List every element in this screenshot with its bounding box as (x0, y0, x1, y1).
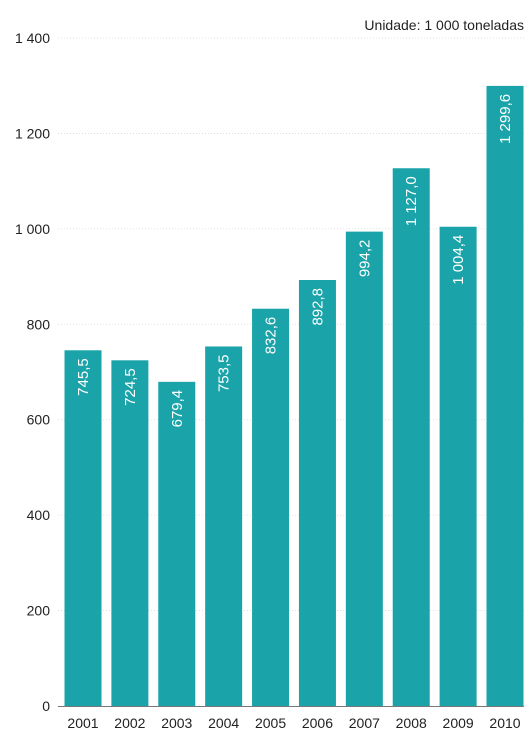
y-tick-label: 0 (42, 698, 50, 714)
x-tick-label: 2003 (161, 715, 192, 731)
bar-2001 (64, 350, 102, 706)
x-tick-label: 2008 (396, 715, 427, 731)
x-tick-label: 2010 (489, 715, 520, 731)
y-tick-label: 400 (27, 507, 51, 523)
bar-value-label-2007: 994,2 (356, 240, 373, 278)
x-tick-label: 2007 (349, 715, 380, 731)
y-axis-ticks: 0 200 400 600 800 1 000 1 200 1 400 (15, 30, 50, 714)
y-tick-label: 1 200 (15, 125, 50, 141)
bar-value-label-2004: 753,5 (216, 354, 233, 392)
x-tick-label: 2005 (255, 715, 286, 731)
y-tick-label: 800 (27, 316, 51, 332)
bar-value-label-2009: 1 004,4 (450, 235, 467, 285)
bar-2003 (158, 381, 196, 706)
x-tick-label: 2006 (302, 715, 333, 731)
bars: 745,5 724,5 679,4 753,5 832,6 892,8 994,2 1 127… (64, 85, 524, 706)
x-tick-label: 2009 (443, 715, 474, 731)
y-tick-label: 1 000 (15, 221, 50, 237)
x-tick-label: 2001 (67, 715, 98, 731)
bar-value-label-2003: 679,4 (169, 390, 186, 428)
bar-2010 (486, 85, 524, 706)
bar-value-label-2005: 832,6 (263, 317, 280, 355)
bar-value-label-2010: 1 299,6 (497, 94, 514, 144)
bar-value-label-2002: 724,5 (122, 368, 139, 406)
x-axis-ticks: 2001 2002 2003 2004 2005 2006 2007 2008 2009 2010 (67, 715, 520, 731)
y-tick-label: 200 (27, 603, 51, 619)
bar-2007 (345, 231, 383, 706)
bar-2002 (111, 360, 149, 706)
y-tick-label: 600 (27, 412, 51, 428)
y-tick-label: 1 400 (15, 30, 50, 46)
bar-2008 (392, 168, 430, 706)
bar-2009 (439, 226, 477, 706)
bar-2005 (252, 308, 290, 706)
unit-label: Unidade: 1 000 toneladas (364, 17, 524, 33)
bar-value-label-2006: 892,8 (309, 288, 326, 326)
x-tick-label: 2004 (208, 715, 239, 731)
bar-value-label-2008: 1 127,0 (403, 176, 420, 226)
bar-value-label-2001: 745,5 (75, 358, 92, 396)
bar-2004 (205, 346, 243, 706)
x-tick-label: 2002 (114, 715, 145, 731)
bar-2006 (298, 280, 336, 706)
